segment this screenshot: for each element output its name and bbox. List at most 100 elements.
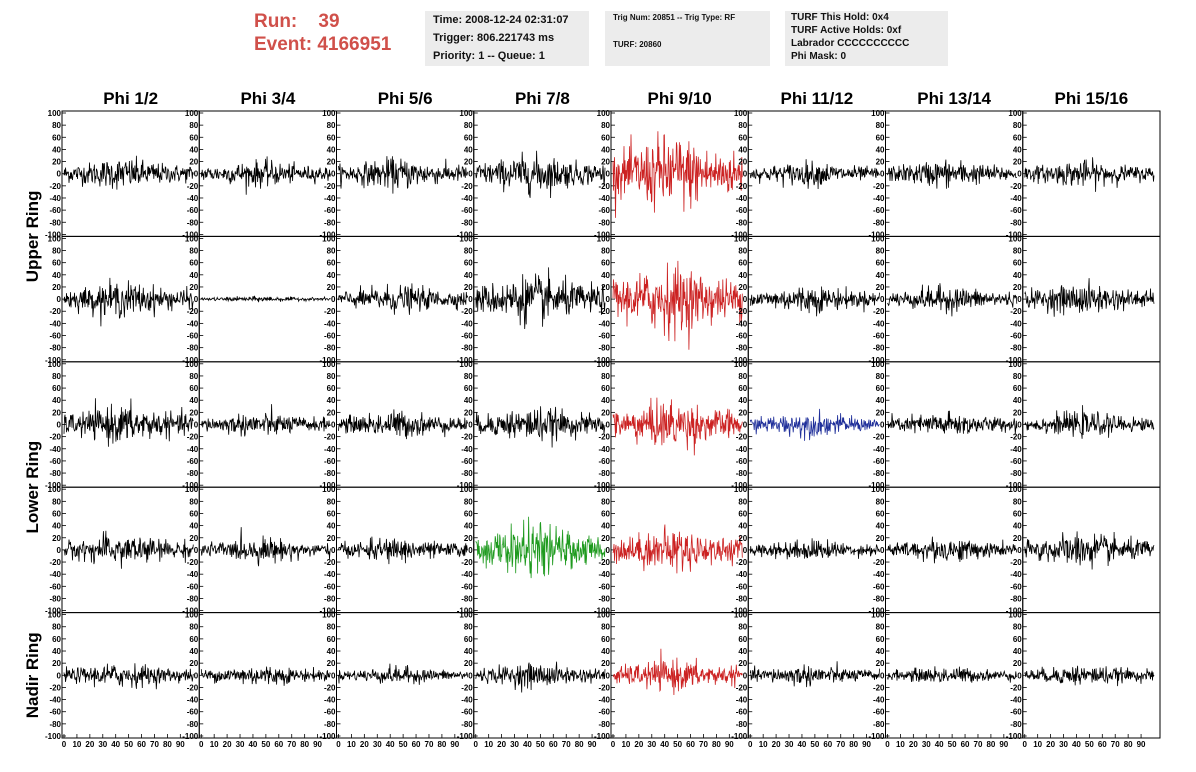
- y-tick-label: -20: [1010, 307, 1022, 316]
- y-tick-label: -40: [736, 696, 748, 705]
- y-tick-label: -40: [461, 570, 473, 579]
- y-tick-label: -100: [731, 607, 748, 616]
- y-tick-label: -80: [598, 344, 610, 353]
- y-tick-label: 40: [601, 145, 610, 154]
- y-tick-label: -100: [457, 732, 474, 741]
- y-tick-label: 100: [322, 360, 336, 369]
- x-tick-label: 70: [1111, 740, 1120, 749]
- waveform-trace-black: [338, 283, 469, 315]
- y-tick-label: -40: [187, 696, 199, 705]
- y-tick-label: 80: [876, 497, 885, 506]
- y-tick-label: -20: [736, 558, 748, 567]
- waveform-trace-black: [1024, 531, 1155, 570]
- y-tick-label: 60: [464, 509, 473, 518]
- y-tick-label: 80: [52, 497, 61, 506]
- x-tick-label: 90: [450, 740, 459, 749]
- x-tick-label: 80: [1124, 740, 1133, 749]
- waveform-trace-black: [63, 663, 194, 690]
- phi-mask-line: Phi Mask: 0: [791, 51, 847, 62]
- y-tick-label: -100: [319, 481, 336, 490]
- x-tick-label: 10: [896, 740, 905, 749]
- y-tick-label: 100: [322, 109, 336, 118]
- x-tick-label: 20: [497, 740, 506, 749]
- y-tick-label: -80: [873, 344, 885, 353]
- y-tick-label: 40: [189, 271, 198, 280]
- y-tick-label: 20: [1013, 408, 1022, 417]
- y-tick-label: 100: [1008, 611, 1022, 620]
- x-tick-label: 40: [660, 740, 669, 749]
- y-tick-label: 20: [876, 408, 885, 417]
- y-tick-label: 40: [1013, 647, 1022, 656]
- y-tick-label: 80: [738, 623, 747, 632]
- y-tick-label: -80: [324, 720, 336, 729]
- y-tick-label: 100: [734, 611, 748, 620]
- y-tick-label: 100: [185, 611, 199, 620]
- x-tick-label: 60: [274, 740, 283, 749]
- y-tick-label: 40: [1013, 145, 1022, 154]
- y-tick-label: 80: [1013, 247, 1022, 256]
- y-tick-label: -20: [461, 307, 473, 316]
- y-tick-label: 60: [1013, 509, 1022, 518]
- waveform-trace-black: [200, 666, 331, 686]
- x-tick-label: 50: [1085, 740, 1094, 749]
- column-header: Phi 13/14: [917, 89, 991, 108]
- y-tick-label: -80: [49, 469, 61, 478]
- turf-active-line: TURF Active Holds: 0xf: [791, 25, 902, 36]
- y-tick-label: -80: [1010, 594, 1022, 603]
- y-tick-label: 0: [1017, 421, 1022, 430]
- y-tick-label: -80: [598, 594, 610, 603]
- y-tick-label: -40: [324, 194, 336, 203]
- y-tick-label: 100: [185, 109, 199, 118]
- x-tick-label: 60: [1098, 740, 1107, 749]
- column-header: Phi 5/6: [378, 89, 433, 108]
- y-tick-label: -80: [736, 218, 748, 227]
- y-tick-label: 100: [459, 234, 473, 243]
- y-tick-label: 40: [189, 396, 198, 405]
- run-line: Run: 39: [254, 10, 391, 33]
- y-tick-label: -80: [49, 218, 61, 227]
- x-tick-label: 10: [72, 740, 81, 749]
- waveform-trace-black: [1024, 665, 1155, 687]
- waveform-trace-black: [475, 267, 606, 330]
- y-tick-label: 80: [876, 623, 885, 632]
- x-tick-label: 40: [523, 740, 532, 749]
- y-tick-label: -80: [461, 469, 473, 478]
- y-tick-label: 20: [464, 408, 473, 417]
- y-tick-label: -100: [731, 481, 748, 490]
- y-tick-label: -20: [736, 307, 748, 316]
- y-tick-label: -100: [731, 230, 748, 239]
- y-tick-label: -80: [49, 720, 61, 729]
- y-tick-label: 40: [52, 647, 61, 656]
- y-tick-label: 80: [738, 372, 747, 381]
- y-tick-label: -20: [598, 683, 610, 692]
- y-tick-label: -20: [324, 433, 336, 442]
- waveform-trace-black: [475, 661, 606, 693]
- y-tick-label: 40: [876, 396, 885, 405]
- y-tick-label: 40: [876, 647, 885, 656]
- y-tick-label: -60: [187, 582, 199, 591]
- column-header: Phi 7/8: [515, 89, 570, 108]
- x-tick-label: 30: [647, 740, 656, 749]
- y-tick-label: -40: [187, 194, 199, 203]
- waveform-trace-black: [200, 527, 331, 567]
- y-tick-label: 100: [459, 485, 473, 494]
- run-label: Run:: [254, 11, 298, 32]
- y-tick-label: -80: [598, 218, 610, 227]
- y-tick-label: -60: [598, 582, 610, 591]
- y-tick-label: 20: [1013, 659, 1022, 668]
- y-tick-label: 20: [738, 158, 747, 167]
- y-tick-label: 40: [189, 522, 198, 531]
- y-tick-label: -40: [1010, 319, 1022, 328]
- x-tick-label: 40: [935, 740, 944, 749]
- y-tick-label: 60: [52, 635, 61, 644]
- y-tick-label: -100: [594, 732, 611, 741]
- y-tick-label: 100: [871, 109, 885, 118]
- y-tick-label: -100: [319, 356, 336, 365]
- y-tick-label: 20: [52, 408, 61, 417]
- x-tick-label: 20: [223, 740, 232, 749]
- x-tick-label: 90: [1137, 740, 1146, 749]
- y-tick-label: 100: [734, 234, 748, 243]
- y-tick-label: -60: [598, 332, 610, 341]
- y-tick-label: 60: [601, 259, 610, 268]
- y-tick-label: -60: [598, 457, 610, 466]
